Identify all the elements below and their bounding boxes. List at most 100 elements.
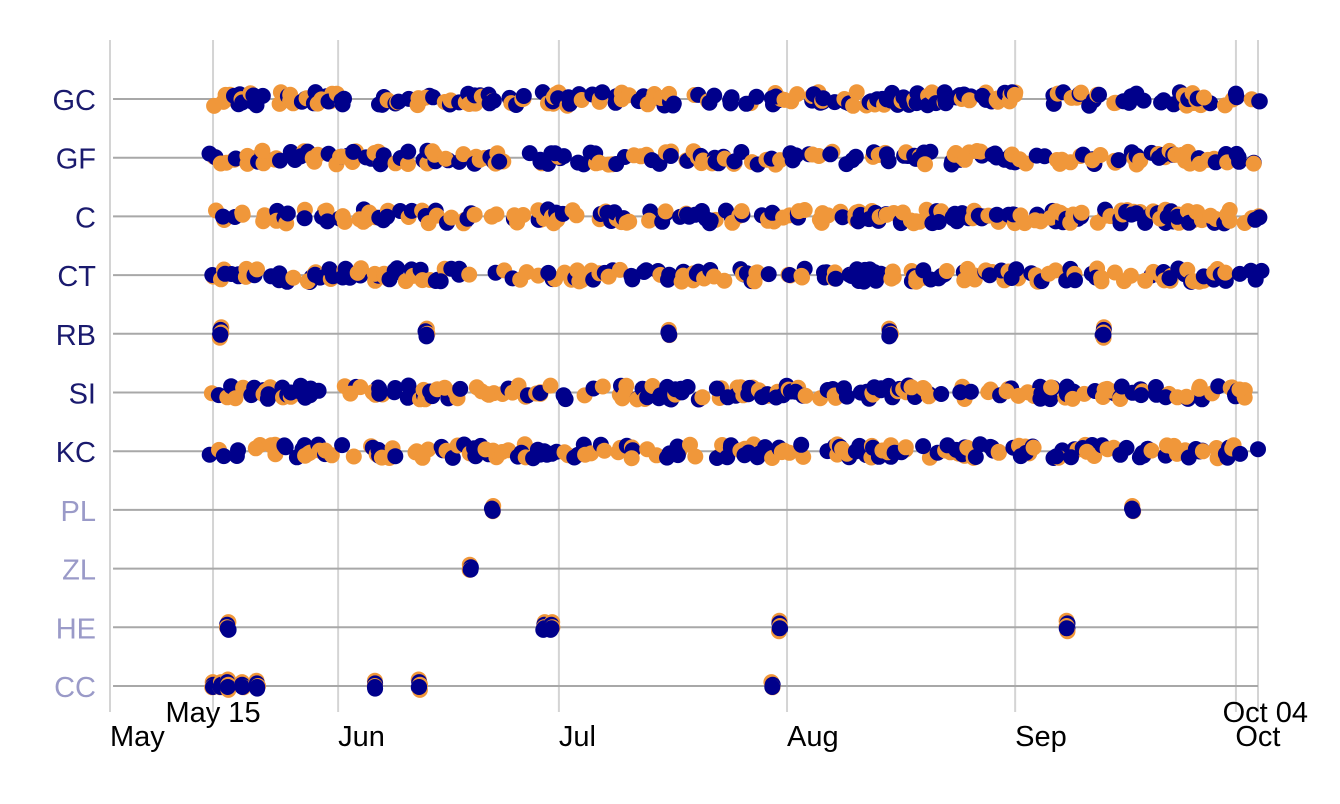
point-kc [1232, 445, 1249, 462]
point-gc [748, 88, 765, 105]
point-gc [1091, 86, 1107, 103]
point-rb [882, 326, 899, 343]
point-gf [733, 144, 750, 160]
point-gf [651, 155, 668, 172]
y-tick-label-pl: PL [61, 496, 96, 528]
point-gf [575, 156, 592, 173]
point-cc [249, 679, 266, 695]
point-gc [961, 92, 978, 109]
point-gf [1245, 155, 1262, 172]
point-c [568, 207, 585, 224]
point-ct [432, 273, 449, 290]
point-gf [306, 153, 323, 170]
point-gc [515, 88, 532, 104]
point-kc [1099, 441, 1116, 458]
point-si [903, 379, 920, 396]
point-kc [1025, 439, 1042, 456]
point-he [1058, 620, 1075, 637]
point-ct [827, 270, 844, 287]
point-kc [793, 436, 810, 453]
point-he [771, 620, 788, 637]
point-kc [1063, 449, 1079, 466]
point-gf [972, 143, 989, 160]
point-si [708, 380, 725, 397]
point-c [930, 214, 947, 230]
point-si [916, 381, 933, 398]
point-si [223, 378, 240, 395]
point-c [878, 206, 895, 223]
point-c [466, 206, 483, 223]
point-kc [795, 448, 812, 465]
point-si [679, 379, 696, 395]
point-kc [420, 441, 437, 458]
y-tick-label-cc: CC [54, 672, 96, 704]
point-ct [716, 272, 733, 289]
point-gc [848, 84, 865, 101]
point-rb [661, 326, 678, 343]
point-ct [461, 266, 478, 283]
point-gf [1092, 147, 1109, 163]
point-gc [1006, 86, 1023, 103]
point-c [1202, 207, 1219, 224]
x-tick-label-sep: Sep [1015, 721, 1067, 753]
point-gc [845, 97, 862, 114]
point-gf [878, 146, 895, 163]
point-ct [908, 273, 925, 290]
point-c [443, 209, 460, 226]
point-c [515, 207, 532, 223]
point-gc [254, 87, 271, 104]
point-ct [1093, 273, 1110, 290]
point-cc [366, 679, 383, 695]
x-tick-label-may: May [110, 721, 165, 753]
point-kc [596, 442, 613, 459]
point-ct [540, 264, 557, 281]
point-si [1043, 379, 1060, 396]
point-he [219, 620, 236, 637]
point-gc [723, 89, 740, 106]
point-c [488, 206, 505, 223]
point-ct [1247, 271, 1264, 288]
point-gc [1128, 85, 1145, 102]
point-kc [623, 450, 640, 467]
point-kc [1194, 443, 1211, 460]
point-c [279, 205, 296, 222]
point-gc [783, 93, 800, 110]
point-si [797, 387, 814, 404]
point-gf [847, 148, 864, 165]
point-si [542, 377, 559, 394]
point-c [379, 208, 396, 225]
point-si [694, 389, 711, 406]
point-si [1133, 387, 1150, 404]
point-si [614, 390, 631, 407]
point-ct [638, 262, 655, 279]
point-ct [386, 262, 403, 279]
point-cc [764, 679, 781, 695]
point-si [1210, 378, 1227, 395]
point-ct [249, 261, 265, 278]
y-tick-label-c: C [75, 202, 96, 234]
point-kc [915, 438, 932, 455]
point-ct [1047, 262, 1064, 279]
data-points [201, 84, 1270, 698]
point-c [834, 209, 851, 226]
x-axis-tick-labels: May Jun Jul Aug Sep Oct May 15 Oct 04 [110, 697, 1308, 753]
point-cc [234, 679, 251, 695]
x-marked-date-label-0: May 15 [165, 697, 260, 729]
point-gf [345, 143, 362, 160]
y-axis-tick-labels: GC GF C CT RB SI KC PL ZL HE CC [53, 85, 97, 704]
point-c [1221, 202, 1238, 218]
point-gf [1132, 152, 1149, 169]
point-gc [1196, 89, 1212, 106]
point-rb [212, 326, 229, 343]
point-gf [491, 153, 508, 170]
point-ct [624, 271, 641, 288]
point-kc [297, 447, 314, 464]
point-si [933, 386, 950, 402]
point-c [336, 213, 353, 230]
point-kc [1250, 441, 1266, 458]
point-si [399, 389, 416, 406]
point-si [310, 382, 327, 399]
point-cc [219, 679, 236, 695]
point-gf [400, 156, 416, 172]
